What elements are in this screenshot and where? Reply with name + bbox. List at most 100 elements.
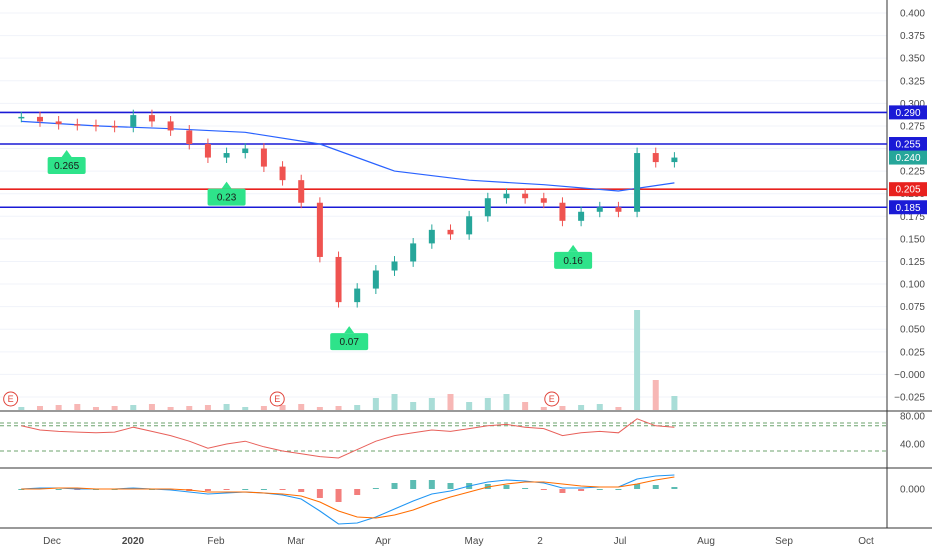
- candle-body: [391, 261, 398, 271]
- x-tick-label: Jul: [614, 536, 627, 547]
- y-tick-label: 0.325: [900, 76, 925, 87]
- annotation-label: 0.265: [54, 161, 79, 172]
- volume-bar: [428, 398, 435, 410]
- annotation-arrow: [568, 244, 579, 252]
- volume-bar: [36, 406, 43, 410]
- earnings-marker: [269, 391, 285, 407]
- macd-histogram-bar: [410, 480, 417, 489]
- macd-histogram-bar: [671, 487, 678, 489]
- candle-body: [74, 124, 81, 126]
- price-annotation: 0.265: [47, 149, 86, 174]
- level-label-box: [889, 200, 927, 215]
- y-tick-label: 0.300: [900, 99, 925, 110]
- annotation-box: [330, 333, 369, 351]
- annotation-label: 0.16: [563, 256, 583, 267]
- annotation-box: [207, 188, 246, 206]
- macd-histogram-bar: [391, 483, 398, 489]
- level-label: 0.290: [895, 108, 920, 119]
- annotation-arrow: [344, 326, 355, 334]
- x-tick-label: Sep: [775, 536, 793, 547]
- volume-bar: [148, 404, 155, 410]
- x-tick-label: Dec: [43, 536, 61, 547]
- volume-bar: [484, 398, 491, 410]
- candle-body: [204, 144, 211, 158]
- candle-body: [18, 116, 25, 119]
- price-annotation: 0.16: [554, 244, 593, 269]
- earnings-marker-label: E: [549, 394, 555, 404]
- y-tick-label: −0.000: [894, 370, 925, 381]
- macd-histogram-bar: [260, 489, 267, 490]
- candle-body: [428, 229, 435, 244]
- y-tick-label: 0.125: [900, 257, 925, 268]
- candle-body: [223, 153, 230, 158]
- candle-body: [503, 193, 510, 199]
- level-label-box: [889, 182, 927, 197]
- x-tick-label: May: [465, 536, 484, 547]
- earnings-marker-label: E: [8, 394, 14, 404]
- macd-histogram-bar: [596, 489, 603, 490]
- candle-body: [559, 202, 566, 221]
- macd-histogram-bar: [578, 489, 585, 491]
- candle-body: [466, 216, 473, 235]
- y-tick-label: 0.075: [900, 302, 925, 313]
- candle-body: [522, 193, 529, 199]
- annotation-label: 0.23: [217, 193, 237, 204]
- x-tick-label: Apr: [375, 536, 391, 547]
- volume-bar: [671, 396, 678, 410]
- y-tick-label: −0.025: [894, 393, 925, 404]
- macd-histogram-bar: [559, 489, 566, 493]
- macd-histogram-bar: [503, 485, 510, 489]
- annotation-arrow: [221, 181, 232, 189]
- y-tick-label: 0.375: [900, 31, 925, 42]
- macd-line: [21, 474, 675, 525]
- x-tick-label: 2: [537, 536, 543, 547]
- y-tick-label: 0.350: [900, 54, 925, 65]
- level-label-box: [889, 105, 927, 120]
- volume-bar: [204, 405, 211, 410]
- macd-histogram-bar: [634, 484, 641, 489]
- candle-body: [92, 125, 99, 127]
- volume-bar: [372, 398, 379, 410]
- price-annotation: 0.23: [207, 181, 246, 206]
- y-tick-label: 0.050: [900, 325, 925, 336]
- rsi-tick-label: 80.00: [900, 412, 925, 423]
- volume-bar: [298, 404, 305, 410]
- volume-bar: [391, 394, 398, 410]
- macd-histogram-bar: [242, 489, 249, 490]
- macd-histogram-bar: [540, 489, 547, 490]
- volume-bar: [242, 407, 249, 410]
- annotation-box: [47, 156, 86, 174]
- volume-bar: [111, 406, 118, 410]
- x-tick-label: Aug: [697, 536, 715, 547]
- x-tick-label: Feb: [207, 536, 225, 547]
- candles: [18, 109, 678, 308]
- earnings-marker-label: E: [274, 394, 280, 404]
- candle-body: [36, 116, 43, 122]
- level-label-box: [889, 137, 927, 152]
- candle-body: [279, 166, 286, 181]
- y-tick-label: 0.150: [900, 234, 925, 245]
- rsi-line: [21, 418, 675, 459]
- annotation-box: [554, 251, 593, 269]
- y-tick-label: 0.175: [900, 212, 925, 223]
- volume-bar: [466, 402, 473, 410]
- macd-histogram-bar: [279, 489, 286, 490]
- candle-body: [578, 211, 585, 221]
- volume-bar: [316, 407, 323, 410]
- macd-histogram-bar: [223, 489, 230, 490]
- candle-body: [186, 130, 193, 145]
- volume-bar: [260, 406, 267, 410]
- candle-body: [242, 148, 249, 154]
- earnings-marker: [544, 391, 560, 407]
- y-tick-label: 0.400: [900, 9, 925, 20]
- candle-body: [652, 153, 659, 163]
- y-tick-label: 0.275: [900, 121, 925, 132]
- candle-body: [484, 198, 491, 217]
- macd-histogram-bar: [615, 489, 622, 490]
- moving-average-line: [21, 120, 675, 192]
- macd-histogram-bar: [447, 483, 454, 489]
- volume-bar: [652, 380, 659, 410]
- macd-histogram-bar: [652, 485, 659, 489]
- candle-body: [260, 148, 267, 167]
